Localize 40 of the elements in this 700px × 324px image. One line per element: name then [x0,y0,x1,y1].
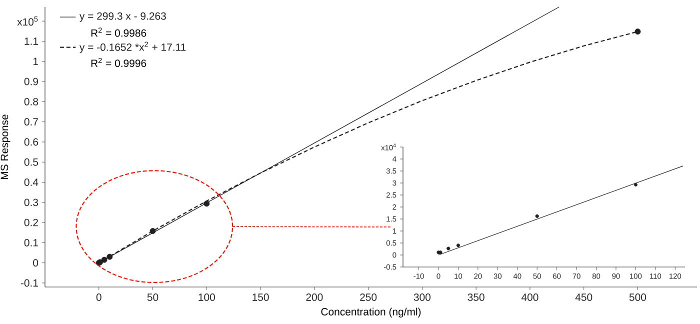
annotation: R$^{2}$ = 0.9986 [91,28,146,37]
point [106,254,113,260]
x-tick-label: 50 [147,294,158,301]
point [634,182,638,186]
x-tick-label: 400 [521,294,538,301]
annotation: R$^{2}$ = 0.9996 [91,58,146,68]
point [456,244,460,248]
x-tick-label: 350 [468,294,484,301]
legend-label: y = -0.1652 *x$^{2}$ + 17.11 [79,42,186,53]
y-tick-label: 0.2 [24,218,38,226]
y-tick-label: 0.1 [24,238,38,246]
y-tick-label: -0.1 [20,279,38,287]
x-tick-label: 0 [96,294,102,301]
x-tick-label: 450 [575,294,592,301]
point [634,28,641,35]
y-tick-label: 0.9 [24,78,38,86]
x-tick-label: 150 [252,294,269,301]
y-axis-title: MS Response [0,114,10,179]
y-tick-label: 0.3 [24,198,38,206]
x-tick-label: 100 [198,294,215,301]
x-tick-label: 300 [414,294,431,301]
y-tick-label: 0 [33,259,38,267]
x-tick-label: 250 [360,294,377,301]
legend-label: y = 299.3 x - 9.263 [79,12,166,22]
y-tick-label: 0.6 [24,138,38,146]
y-tick-label: x10$^{5}$ [17,16,38,26]
point [535,214,539,218]
y-tick-label: 1.1 [24,38,38,45]
y-tick-label: 0.8 [24,98,38,106]
point [204,200,210,207]
x-tick-label: 200 [306,294,323,301]
y-tick-label: 1 [33,58,38,65]
point [150,228,156,234]
point [446,246,450,250]
x-axis-title: Concentration (ng/ml) [321,308,421,318]
x-tick-label: 500 [629,294,646,301]
point [101,256,108,263]
y-tick-label: 0.5 [24,158,38,166]
y-tick-label: 0.4 [24,178,38,186]
y-tick-label: 0.7 [24,118,38,126]
